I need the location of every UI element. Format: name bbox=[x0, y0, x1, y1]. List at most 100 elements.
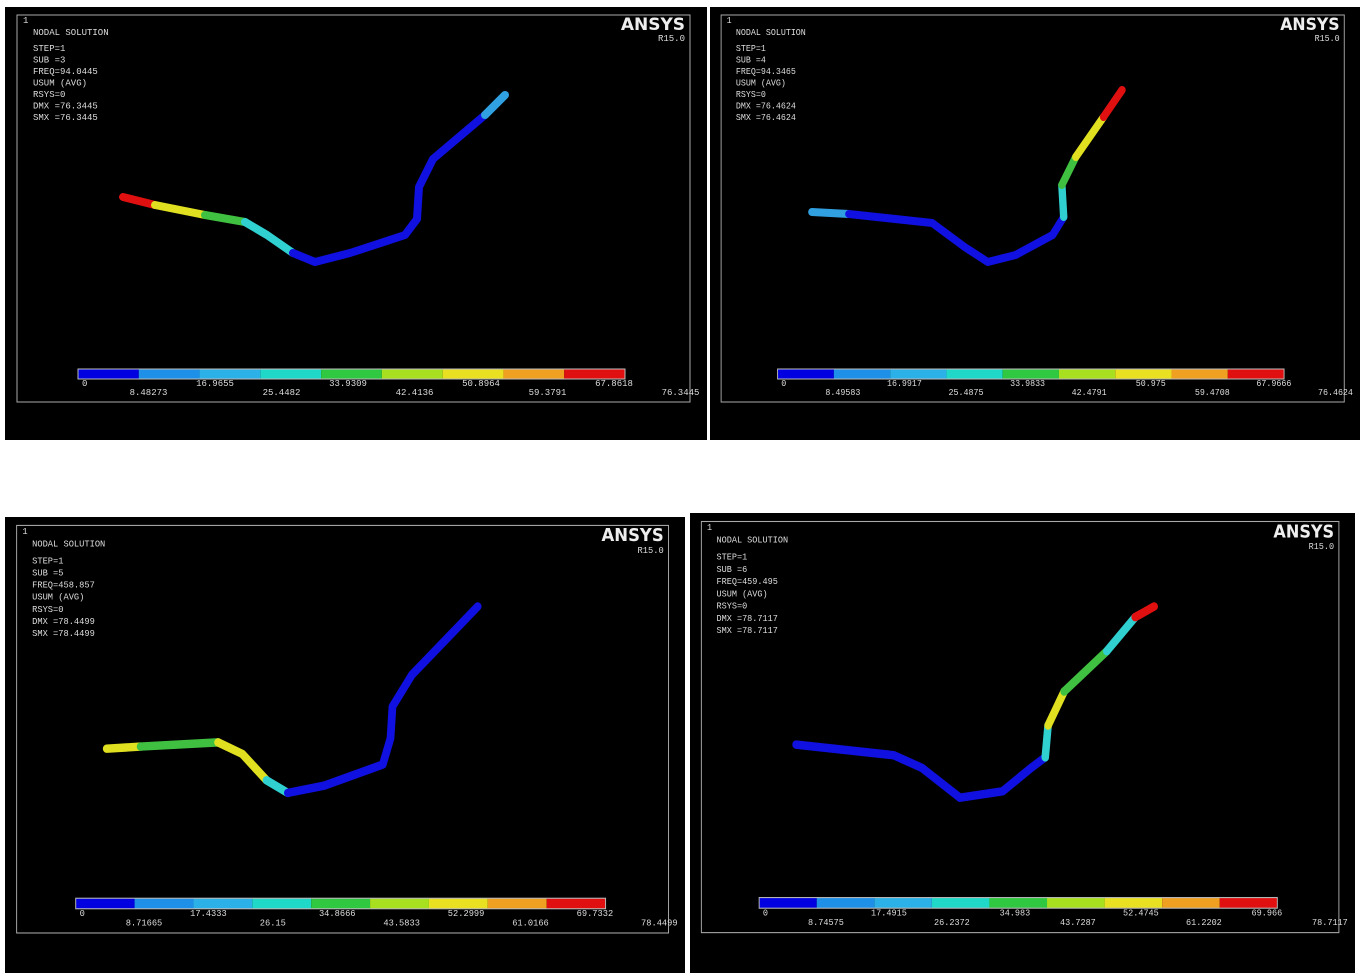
info-line: DMX =76.3445 bbox=[33, 102, 98, 112]
legend-band bbox=[488, 898, 547, 909]
legend-label: 0 bbox=[80, 908, 85, 919]
pipe-segment bbox=[293, 115, 485, 262]
legend-band bbox=[932, 898, 990, 909]
legend-label: 67.9666 bbox=[1256, 379, 1291, 389]
legend-label: 16.9917 bbox=[887, 379, 922, 389]
legend-label: 0 bbox=[781, 379, 786, 389]
legend-label: 17.4915 bbox=[871, 907, 907, 919]
legend-label: 0 bbox=[763, 907, 768, 919]
window-index: 1 bbox=[727, 16, 732, 26]
legend-label: 25.4875 bbox=[949, 388, 984, 398]
info-line: USUM (AVG) bbox=[32, 591, 84, 602]
pipe-segment bbox=[796, 745, 1045, 798]
info-line: SMX =76.4624 bbox=[736, 113, 796, 123]
legend-band bbox=[1228, 369, 1284, 379]
pipe-segment bbox=[288, 607, 478, 793]
window-index: 1 bbox=[22, 526, 28, 537]
legend-band bbox=[443, 369, 504, 379]
legend-label: 67.8618 bbox=[595, 379, 633, 389]
info-line: RSYS=0 bbox=[736, 90, 766, 100]
legend-label: 26.15 bbox=[260, 917, 286, 928]
window-index: 1 bbox=[23, 16, 28, 26]
version: R15.0 bbox=[1309, 541, 1335, 553]
pipe-segment bbox=[123, 197, 155, 205]
legend-label: 78.4499 bbox=[641, 917, 678, 928]
pipe-segment bbox=[1062, 185, 1064, 217]
info-line: STEP=1 bbox=[33, 44, 65, 54]
legend-label: 61.2202 bbox=[1186, 917, 1222, 929]
legend-label: 42.4791 bbox=[1072, 388, 1107, 398]
pipe-segment bbox=[218, 742, 266, 780]
pipe-segment bbox=[485, 95, 505, 115]
legend-label: 61.0166 bbox=[512, 917, 549, 928]
legend-label: 43.5833 bbox=[383, 917, 420, 928]
info-line: RSYS=0 bbox=[32, 603, 63, 614]
pipe-segment bbox=[849, 214, 1064, 262]
info-line: RSYS=0 bbox=[717, 600, 748, 612]
legend-label: 8.48273 bbox=[130, 388, 168, 398]
brand: ANSYS bbox=[621, 15, 685, 35]
legend-band bbox=[1047, 898, 1105, 909]
legend-band bbox=[1003, 369, 1059, 379]
legend-label: 52.2999 bbox=[448, 908, 485, 919]
legend-label: 25.4482 bbox=[263, 388, 301, 398]
legend-band bbox=[252, 898, 311, 909]
info-line: SUB =5 bbox=[32, 567, 63, 578]
legend-label: 42.4136 bbox=[396, 388, 434, 398]
info-line: SMX =76.3445 bbox=[33, 113, 98, 123]
info-line: SUB =6 bbox=[717, 564, 748, 576]
info-line: USUM (AVG) bbox=[736, 78, 786, 88]
pipe-segment bbox=[205, 215, 245, 222]
pipe-segment bbox=[1107, 617, 1135, 651]
window-index: 1 bbox=[707, 522, 712, 534]
legend-label: 59.4708 bbox=[1195, 388, 1230, 398]
legend-band bbox=[1162, 898, 1220, 909]
legend-band bbox=[260, 369, 321, 379]
legend-label: 69.7332 bbox=[577, 908, 614, 919]
legend-label: 34.983 bbox=[1000, 907, 1031, 919]
pipe-segment bbox=[1076, 117, 1104, 157]
legend-band bbox=[1172, 369, 1228, 379]
frame bbox=[701, 521, 1339, 932]
info-line: FREQ=94.3465 bbox=[736, 67, 796, 77]
info-line: SMX =78.7117 bbox=[717, 625, 778, 637]
pipe-segment bbox=[1064, 651, 1107, 691]
legend-band bbox=[1115, 369, 1171, 379]
pipe-segment bbox=[1104, 90, 1123, 117]
frame bbox=[17, 15, 690, 402]
info-line: SUB =3 bbox=[33, 56, 65, 66]
version: R15.0 bbox=[1315, 34, 1340, 44]
info-line: USUM (AVG) bbox=[33, 79, 87, 89]
legend-band bbox=[890, 369, 946, 379]
brand: ANSYS bbox=[1280, 14, 1339, 34]
legend-band bbox=[834, 369, 890, 379]
legend-label: 43.7287 bbox=[1060, 917, 1096, 929]
legend-label: 16.9655 bbox=[196, 379, 234, 389]
legend-label: 26.2372 bbox=[934, 917, 970, 929]
info-line: DMX =78.4499 bbox=[32, 616, 95, 627]
version: R15.0 bbox=[658, 34, 685, 44]
legend-band bbox=[370, 898, 429, 909]
info-line: USUM (AVG) bbox=[717, 588, 768, 600]
legend-label: 52.4745 bbox=[1123, 907, 1159, 919]
legend-label: 78.7117 bbox=[1312, 917, 1348, 929]
brand: ANSYS bbox=[602, 526, 664, 547]
legend-band bbox=[78, 369, 139, 379]
legend-band bbox=[503, 369, 564, 379]
legend-label: 34.8666 bbox=[319, 908, 356, 919]
legend-band bbox=[382, 369, 443, 379]
legend-band bbox=[564, 369, 625, 379]
info-line: STEP=1 bbox=[717, 551, 748, 563]
pipe-segment bbox=[1048, 691, 1064, 725]
legend-label: 69.966 bbox=[1252, 907, 1283, 919]
title: NODAL SOLUTION bbox=[33, 28, 109, 38]
version: R15.0 bbox=[638, 544, 664, 555]
info-line: FREQ=94.0445 bbox=[33, 67, 98, 77]
info-line: SUB =4 bbox=[736, 55, 766, 65]
legend-label: 17.4333 bbox=[190, 908, 227, 919]
pipe-segment bbox=[141, 742, 218, 746]
legend-band bbox=[321, 369, 382, 379]
info-line: FREQ=459.495 bbox=[717, 576, 778, 588]
pipe-segment bbox=[107, 747, 141, 749]
legend-band bbox=[1059, 369, 1115, 379]
